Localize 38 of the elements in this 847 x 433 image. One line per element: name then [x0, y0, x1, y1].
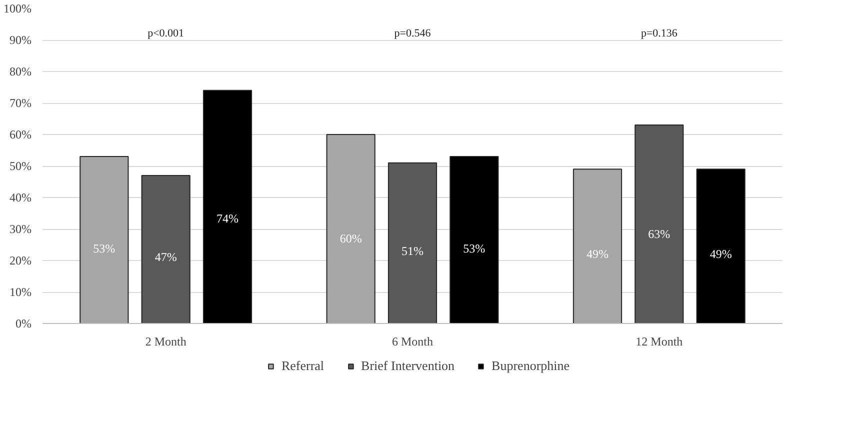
x-tick-label: 6 Month — [392, 334, 434, 348]
bar — [202, 90, 252, 324]
data-label: 49% — [710, 247, 732, 262]
y-tick-label: 30% — [10, 222, 32, 236]
y-tick-label: 20% — [10, 254, 32, 268]
y-tick-label: 70% — [10, 96, 32, 110]
data-label: 63% — [648, 227, 670, 242]
data-label: 53% — [463, 241, 486, 256]
data-label: 47% — [154, 250, 177, 264]
y-tick-label: 80% — [10, 64, 32, 78]
legend-label: Referral — [281, 358, 324, 374]
bar — [696, 168, 746, 324]
y-tick-label: 50% — [10, 159, 32, 173]
legend-label: Buprenorphine — [492, 358, 570, 374]
bar — [80, 156, 129, 324]
y-tick-label: 40% — [10, 190, 32, 204]
annotation: p<0.001 — [148, 28, 184, 40]
bar — [388, 162, 438, 324]
data-label: 74% — [216, 212, 238, 226]
y-tick-label: 0% — [16, 316, 32, 330]
bar — [141, 174, 190, 324]
bar — [572, 168, 622, 324]
x-tick-label: 2 Month — [145, 334, 186, 348]
data-label: 49% — [586, 247, 608, 262]
annotation: p=0.546 — [394, 28, 432, 40]
y-tick-label: 90% — [10, 33, 32, 47]
data-label: 51% — [402, 244, 424, 258]
x-tick-label: 12 Month — [636, 334, 683, 348]
bar — [634, 124, 684, 324]
bar — [326, 134, 376, 324]
bar — [450, 156, 499, 324]
y-tick-label: 60% — [10, 128, 32, 142]
y-tick-label: 10% — [10, 285, 32, 299]
y-tick-label: 100% — [4, 2, 32, 16]
data-label: 60% — [340, 231, 362, 246]
data-label: 53% — [93, 241, 116, 256]
annotation: p=0.136 — [640, 28, 678, 40]
legend-label: Brief Intervention — [361, 358, 455, 374]
